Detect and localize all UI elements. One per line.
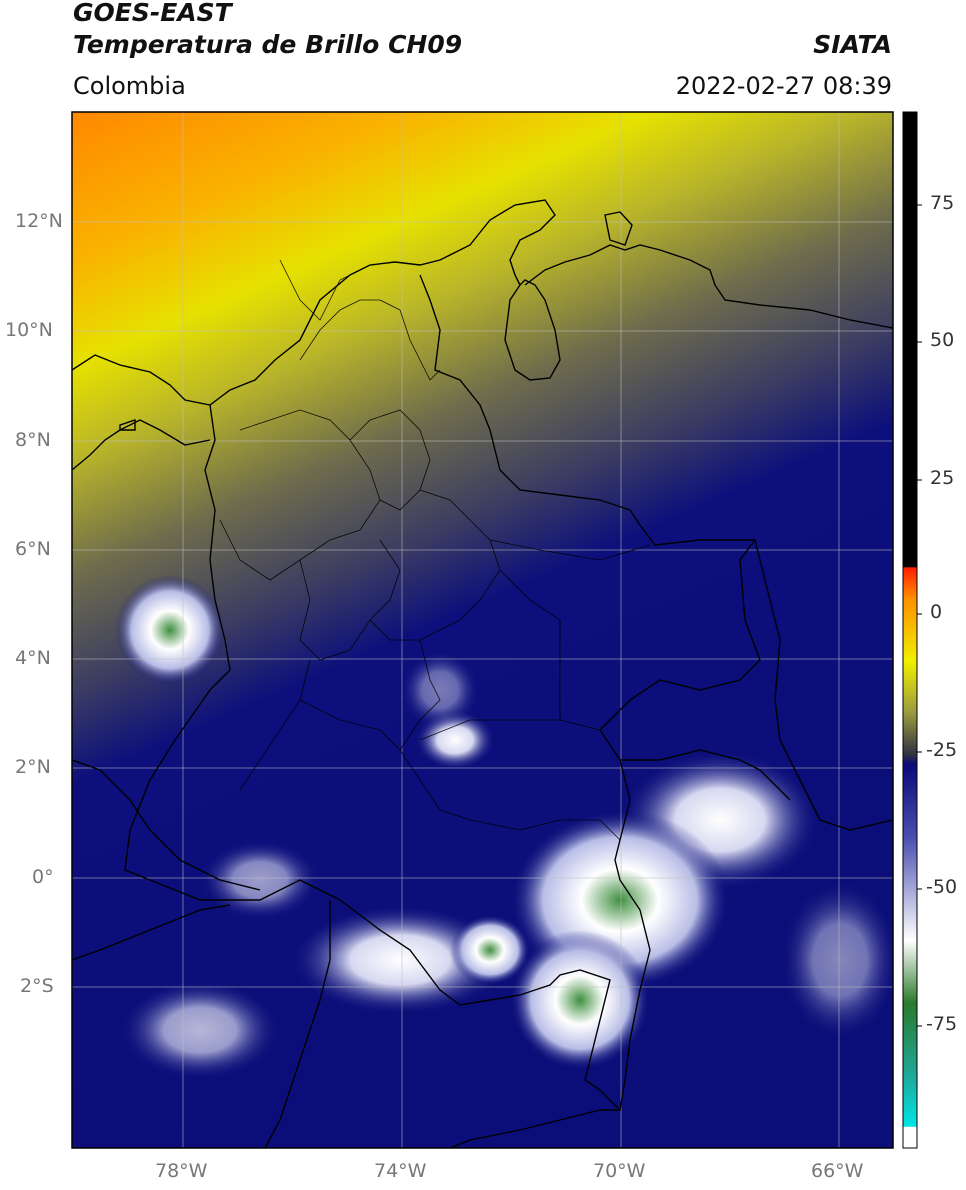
cloud-cell <box>120 980 280 1080</box>
cloud-cell <box>200 840 320 920</box>
cloud-cell <box>510 930 650 1070</box>
colorbar-tick-label: 75 <box>930 192 955 214</box>
colorbar <box>902 111 918 1149</box>
lon-tick-label: 66°W <box>811 1160 864 1182</box>
lon-tick-label: 78°W <box>155 1160 208 1182</box>
source-label: SIATA <box>813 30 892 59</box>
cloud-cell <box>780 880 893 1040</box>
gridlines <box>72 112 893 1148</box>
country-borders <box>72 199 893 1148</box>
map-frame <box>71 111 894 1149</box>
lon-tick-label: 74°W <box>374 1160 427 1182</box>
lat-tick-label: 0° <box>32 866 54 888</box>
lat-tick-label: 2°S <box>20 975 54 997</box>
cloud-cell <box>450 915 530 985</box>
lat-tick-label: 10°N <box>5 319 53 341</box>
colorbar-tick-label: 50 <box>930 329 955 351</box>
colorbar-tick-label: -50 <box>926 876 958 898</box>
lon-tick-label: 70°W <box>593 1160 646 1182</box>
datetime-label: 2022-02-27 08:39 <box>675 72 892 100</box>
cloud-cell <box>115 575 225 685</box>
colorbar-tick-label: 25 <box>930 467 955 489</box>
department-borders <box>219 259 651 841</box>
satellite-title: GOES-EAST <box>73 0 232 27</box>
product-title: Temperatura de Brillo CH09 <box>73 30 463 59</box>
colorbar-tick-label: -25 <box>926 739 958 761</box>
colorbar-ticks <box>917 204 922 1027</box>
map-area <box>72 112 893 1148</box>
region-label: Colombia <box>73 72 186 100</box>
lat-tick-label: 2°N <box>15 756 51 778</box>
cloud-cell <box>400 650 480 730</box>
lat-tick-label: 4°N <box>15 647 51 669</box>
lat-tick-label: 8°N <box>15 429 51 451</box>
colorbar-tick-label: -75 <box>926 1013 958 1035</box>
colorbar-tick-label: 0 <box>930 601 943 623</box>
lat-tick-label: 12°N <box>15 210 63 232</box>
lat-tick-label: 6°N <box>15 538 51 560</box>
